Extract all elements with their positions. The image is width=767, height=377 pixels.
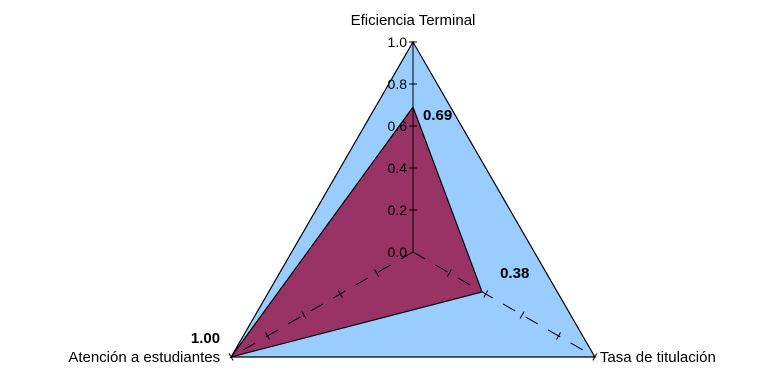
axes-layer [228,41,598,361]
tick-label: 0.4 [388,160,408,176]
axis-tick-mark [483,290,489,298]
text-layer: Eficiencia Terminal Tasa de titulación A… [68,12,715,366]
data-label: 0.69 [423,107,452,124]
tick-label: 0.0 [388,244,408,260]
tick-label: 1.0 [388,34,408,50]
axis-line [230,251,414,358]
axis-label-tasa-de-titulacion: Tasa de titulación [600,349,716,366]
tick-label: 0.6 [388,118,408,134]
axis-tick-mark [265,332,270,340]
tick-label: 0.8 [388,76,408,92]
data-label: 1.00 [191,330,220,347]
axis-tick-mark [556,332,561,340]
axis-tick-mark [301,311,307,319]
axis-tick-mark [592,353,598,361]
axis-tick-mark [228,353,234,361]
axis-tick-mark [519,311,525,319]
axis-tick-mark [374,269,380,277]
axis-tick-mark [337,290,343,298]
axis-tick-mark [446,269,452,277]
data-label: 0.38 [500,265,529,282]
axis-label-eficiencia-terminal: Eficiencia Terminal [351,12,476,29]
tick-label: 0.2 [388,202,408,218]
series-1-area [229,105,483,359]
axis-label-atencion-a-estudiantes: Atención a estudiantes [68,349,220,366]
axis-line [412,251,596,358]
